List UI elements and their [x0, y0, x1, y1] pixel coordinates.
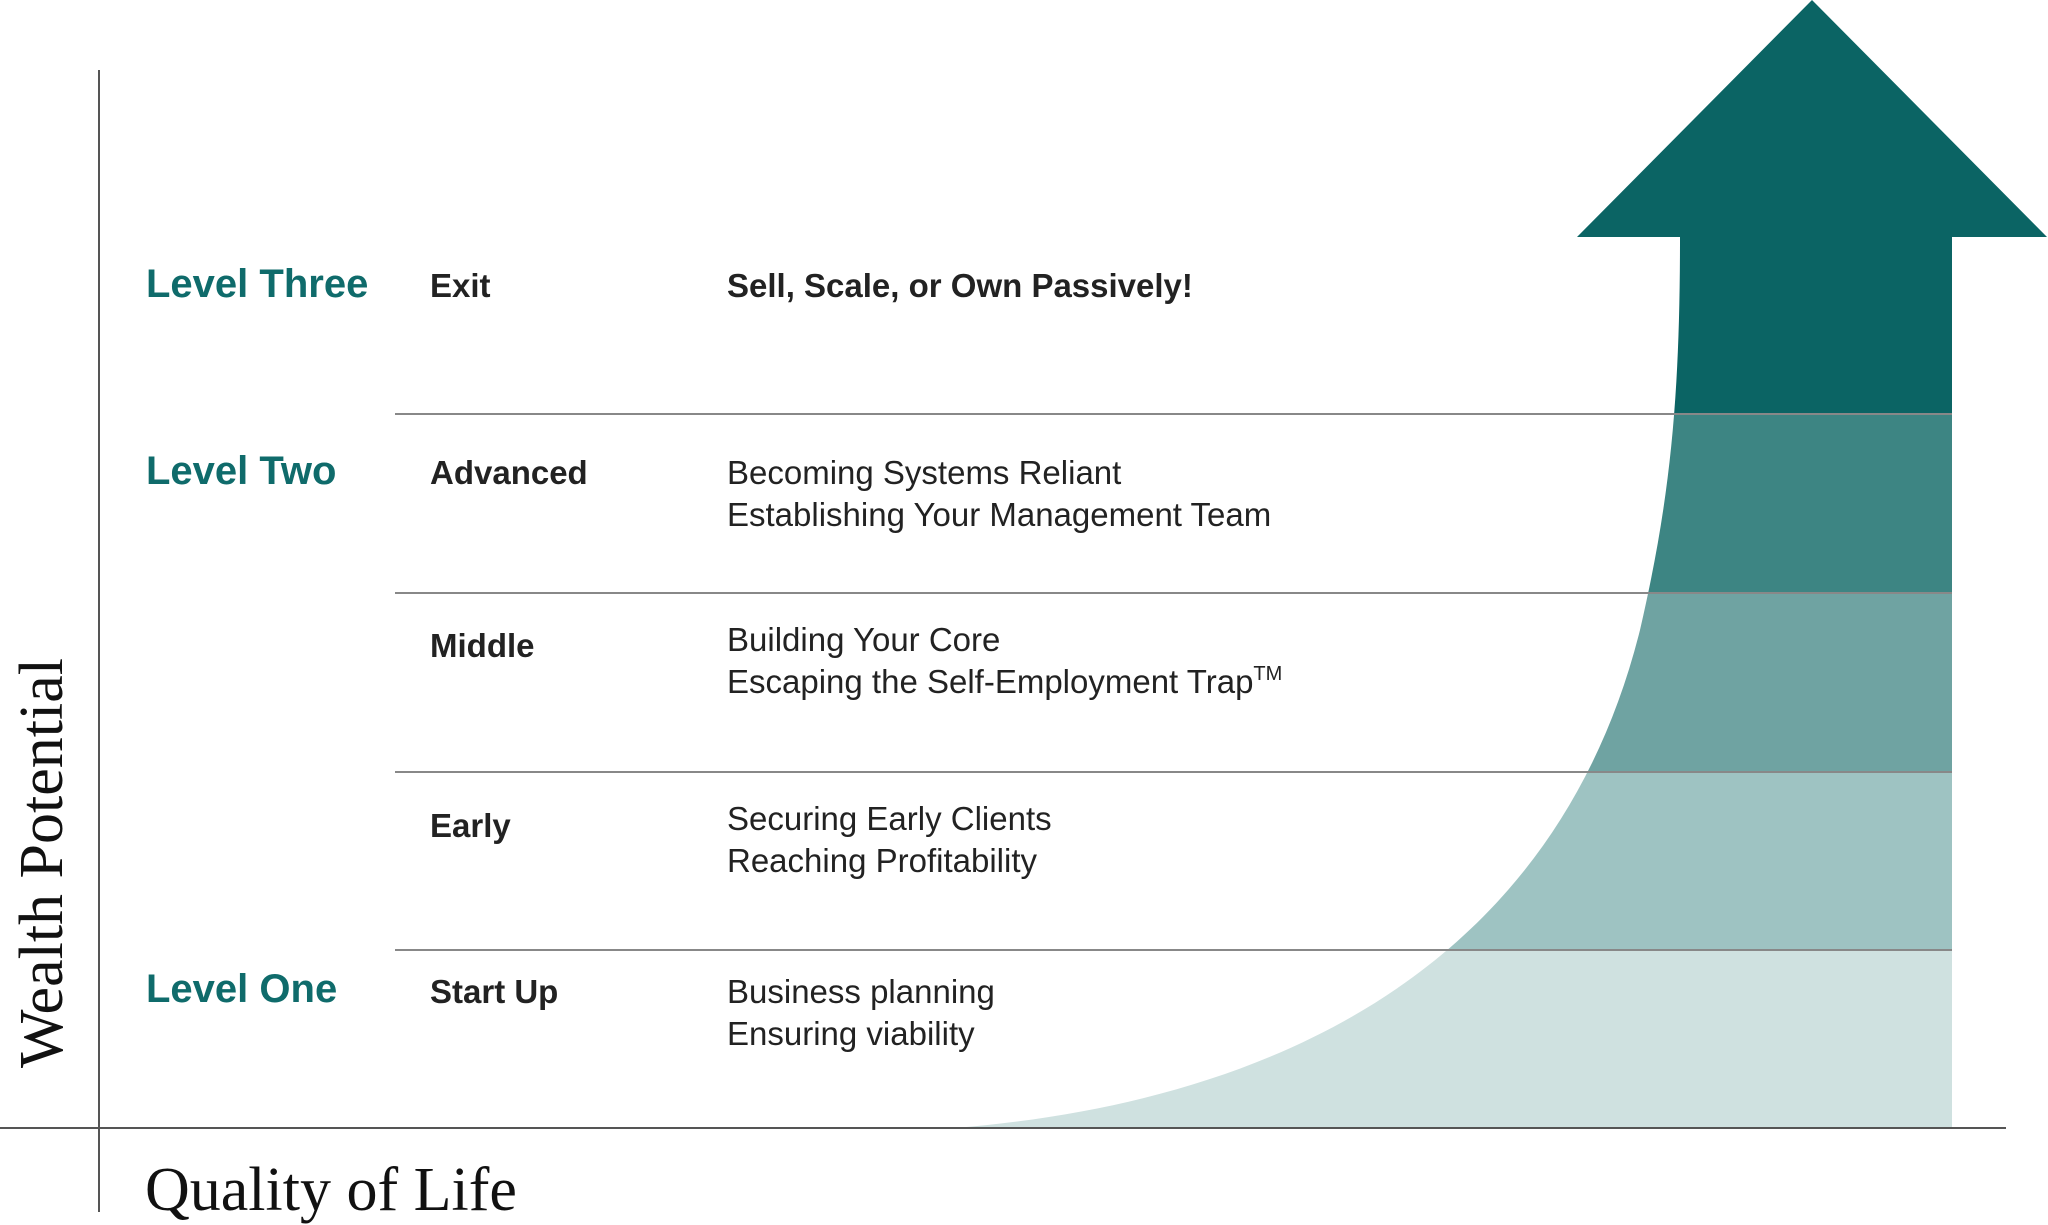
stage-early-desc-1: Securing Early Clients: [727, 800, 1052, 837]
x-axis-label: Quality of Life: [145, 1156, 517, 1224]
stage-name-middle: Middle: [430, 627, 535, 664]
trademark-mark: TM: [1253, 663, 1282, 685]
growth-arrow: [955, 0, 2047, 1128]
stage-name-early: Early: [430, 807, 511, 844]
arrow-band-startup: [955, 950, 2047, 1128]
stage-middle-desc-2-text: Escaping the Self-Employment Trap: [727, 663, 1253, 700]
stage-name-advanced: Advanced: [430, 454, 588, 491]
stage-early-desc-2: Reaching Profitability: [727, 842, 1037, 879]
stage-name-startup: Start Up: [430, 973, 558, 1010]
stage-startup-desc-2: Ensuring viability: [727, 1015, 975, 1052]
level-three-label: Level Three: [146, 262, 368, 306]
arrow-band-early: [955, 772, 2047, 950]
stage-name-exit: Exit: [430, 267, 491, 304]
stage-advanced-desc-2: Establishing Your Management Team: [727, 496, 1271, 533]
stage-advanced-desc-1: Becoming Systems Reliant: [727, 454, 1121, 491]
arrow-band-exit: [955, 0, 2047, 414]
row-dividers: [395, 413, 1952, 951]
stage-startup-desc-1: Business planning: [727, 973, 995, 1010]
stage-middle-desc-1: Building Your Core: [727, 621, 1000, 658]
stage-exit-desc: Sell, Scale, or Own Passively!: [727, 267, 1193, 304]
level-two-label: Level Two: [146, 449, 336, 493]
y-axis-label: Wealth Potential: [8, 658, 76, 1068]
stage-middle-desc-2: Escaping the Self-Employment TrapTM: [727, 663, 1282, 700]
level-one-label: Level One: [146, 967, 337, 1011]
